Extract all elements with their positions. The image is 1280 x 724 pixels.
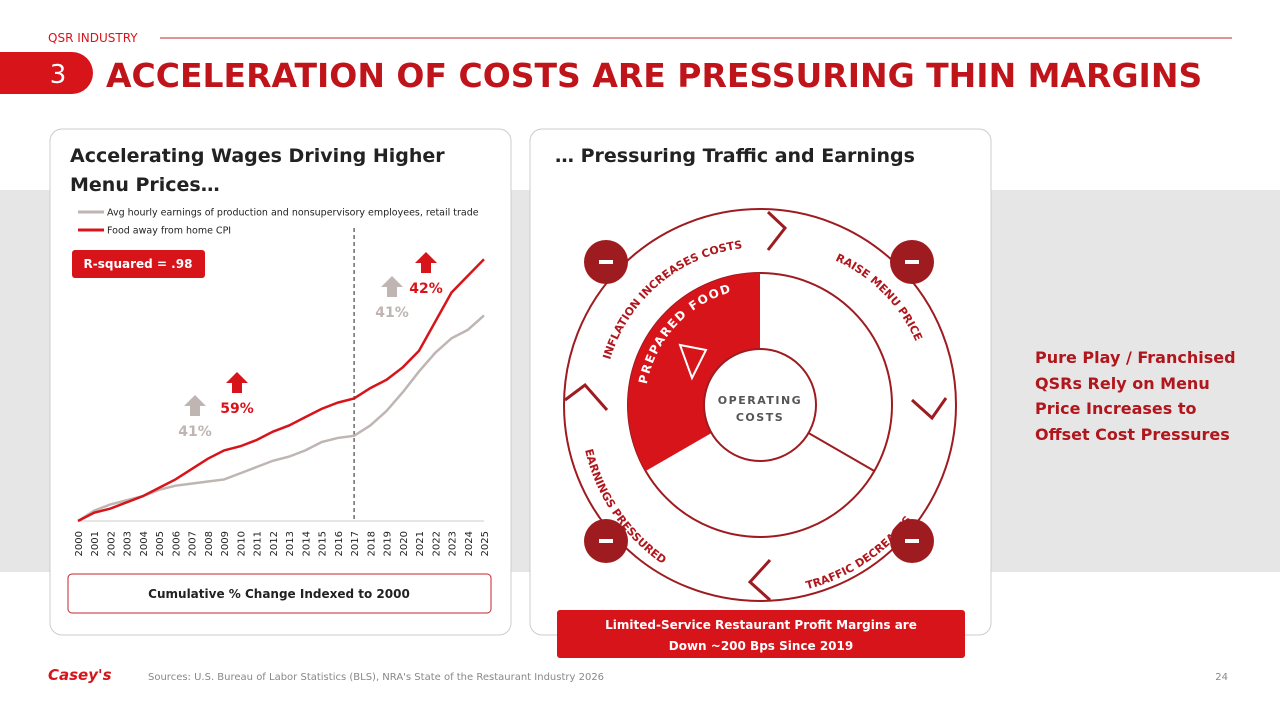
footnote-box — [67, 573, 492, 614]
x-tick-label: 2015 — [318, 531, 329, 556]
x-tick-label: 2005 — [155, 531, 166, 556]
x-tick-label: 2014 — [301, 531, 312, 556]
x-tick-label: 2007 — [188, 531, 199, 556]
number-badge — [0, 52, 93, 94]
x-tick-label: 2000 — [74, 531, 85, 556]
section: QSR INDUSTRY — [48, 31, 138, 45]
side-note: Offset Cost Pressures — [1035, 425, 1230, 444]
x-tick-label: 2002 — [106, 531, 117, 556]
footnote: Cumulative % Change Indexed to 2000 — [148, 587, 410, 601]
side-note: Pure Play / Franchised — [1035, 348, 1236, 367]
arrow — [415, 252, 437, 273]
x-tick-label: 2012 — [269, 531, 280, 556]
x-tick-label: 2019 — [383, 531, 394, 556]
page-number: 24 — [1215, 672, 1228, 683]
callout: Limited-Service Restaurant Profit Margin… — [605, 618, 917, 632]
x-tick-label: 2013 — [285, 531, 296, 556]
annotation: 41% — [178, 424, 212, 440]
x-tick-label: 2006 — [171, 531, 182, 556]
arrow — [226, 372, 248, 393]
x-tick-label: 2024 — [464, 531, 475, 556]
x-tick-label: 2010 — [236, 531, 247, 556]
x-tick-label: 2008 — [204, 531, 215, 556]
x-tick-label: 2022 — [431, 531, 442, 556]
x-tick-label: 2020 — [399, 531, 410, 556]
x-tick-label: 2021 — [415, 531, 426, 556]
x-tick-label: 2001 — [90, 531, 101, 556]
series-line — [77, 258, 485, 523]
center-label: OPERATING — [718, 394, 802, 407]
legend-label: Food away from home CPI — [107, 226, 231, 237]
x-tick-label: 2009 — [220, 531, 231, 556]
legend-label: Avg hourly earnings of production and no… — [107, 208, 479, 219]
callout: Down ~200 Bps Since 2019 — [669, 639, 853, 653]
section-number: 3 — [50, 60, 67, 90]
x-tick-label: 2004 — [139, 531, 150, 556]
x-tick-label: 2016 — [334, 531, 345, 556]
x-tick-label: 2011 — [253, 531, 264, 556]
minus-signs — [599, 260, 919, 543]
side-note: Price Increases to — [1035, 399, 1196, 418]
left-panel — [49, 128, 512, 636]
title: ACCELERATION OF COSTS ARE PRESSURING THI… — [106, 56, 1202, 95]
panel-title: Menu Prices… — [70, 174, 220, 196]
center — [703, 348, 817, 462]
arrow — [381, 276, 403, 297]
callout-box — [557, 610, 965, 658]
sources: Sources: U.S. Bureau of Labor Statistics… — [148, 672, 604, 683]
center-label: COSTS — [736, 411, 784, 424]
cycle-arrows — [564, 210, 948, 602]
annotation: 59% — [220, 401, 254, 417]
line-chart: 2000 2001 2002 2003 2004 2005 2006 2007 2008 2009… — [74, 208, 491, 557]
x-tick-label: 2003 — [123, 531, 134, 556]
pizza-icon — [678, 343, 708, 381]
logo: Casey's — [48, 666, 112, 684]
panel-title: Accelerating Wages Driving Higher — [70, 145, 445, 167]
arrow — [184, 395, 206, 416]
x-tick-label: 2023 — [448, 531, 459, 556]
x-tick-label: 2018 — [366, 531, 377, 556]
side-note: QSRs Rely on Menu — [1035, 374, 1210, 393]
r-squared-box — [72, 250, 205, 278]
panel-title: … Pressuring Traffic and Earnings — [555, 145, 915, 167]
annotation: 42% — [409, 281, 443, 297]
r-squared: R-squared = .98 — [84, 257, 193, 271]
x-tick-label: 2025 — [480, 531, 491, 556]
annotation: 41% — [375, 305, 409, 321]
x-tick-label: 2017 — [350, 531, 361, 556]
